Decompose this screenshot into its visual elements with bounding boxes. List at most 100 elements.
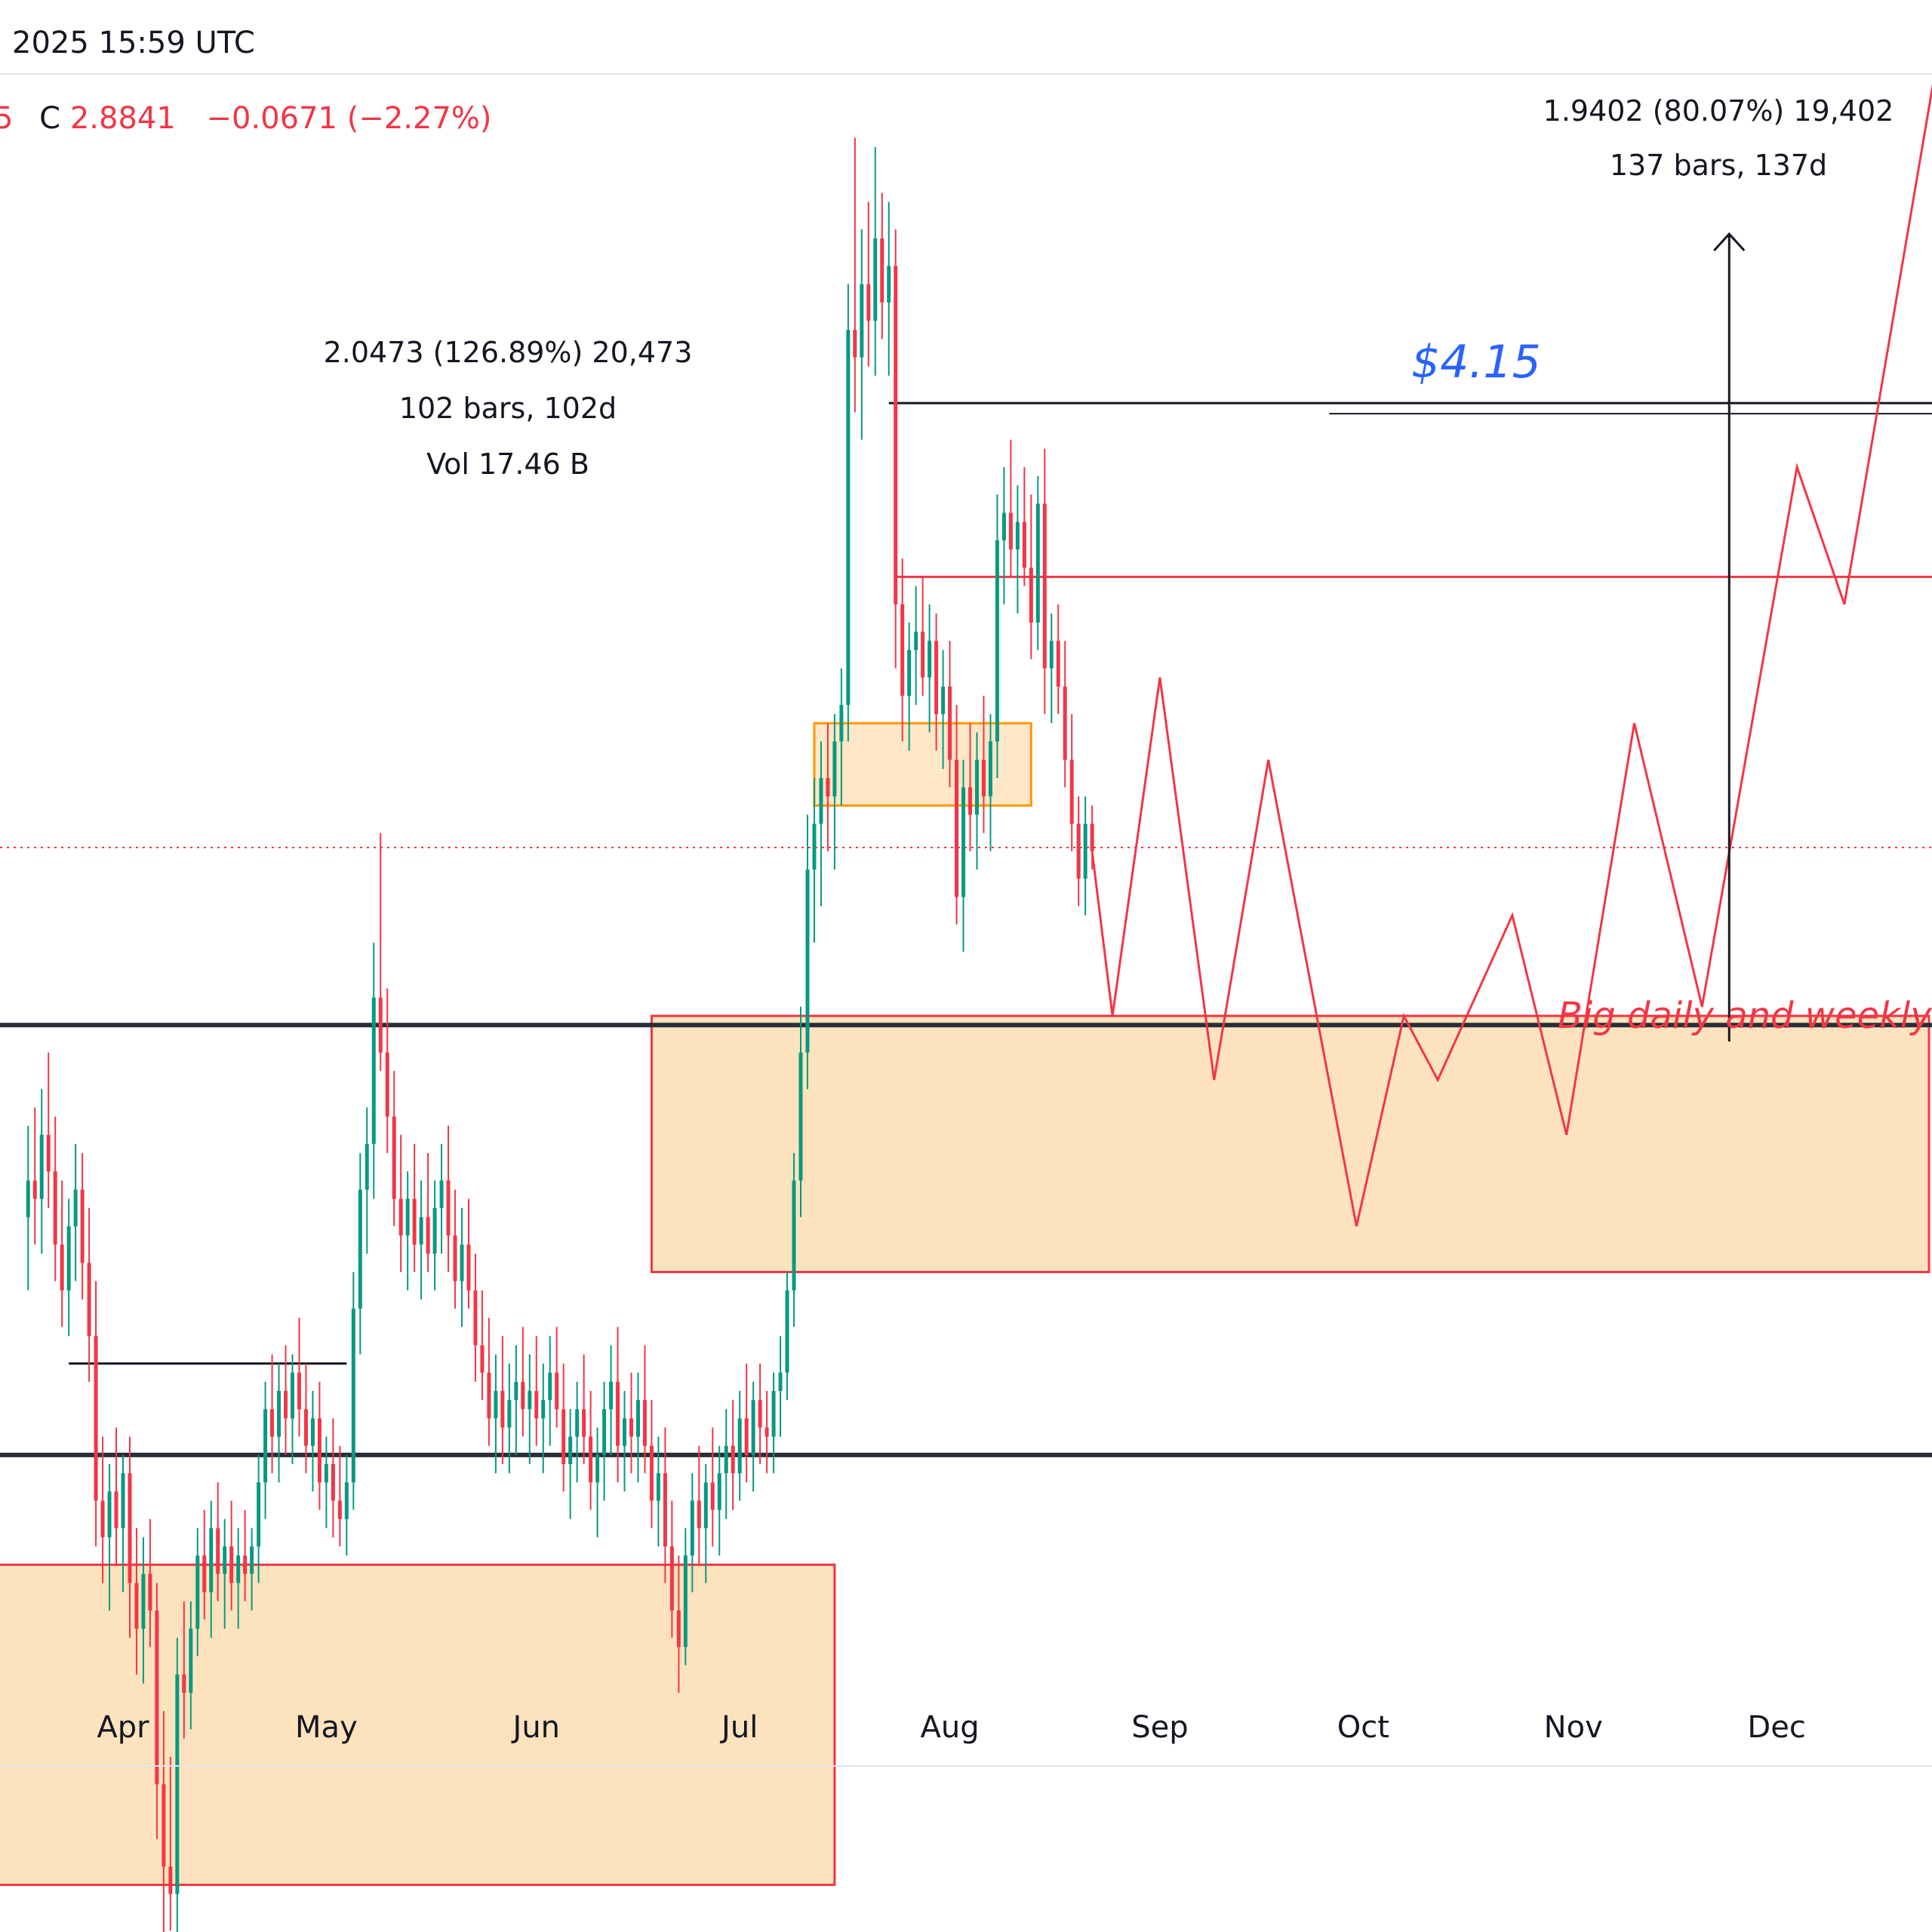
candle-body-90: [635, 1400, 640, 1437]
candle-body-14: [121, 1473, 125, 1528]
x-tick-jul: Jul: [719, 1710, 758, 1745]
candle-body-128: [894, 266, 898, 605]
candle-body-140: [974, 759, 979, 815]
candle-body-59: [426, 1217, 430, 1254]
candle-body-155: [1076, 823, 1081, 879]
candle-body-56: [405, 1198, 410, 1236]
candle-body-75: [534, 1391, 539, 1419]
candle-body-5: [60, 1244, 64, 1291]
candle-body-38: [284, 1391, 288, 1419]
candle-body-78: [555, 1372, 559, 1410]
candle-body-130: [907, 650, 912, 696]
candle-body-28: [216, 1527, 220, 1574]
candle-body-81: [575, 1409, 580, 1437]
candle-body-113: [792, 1180, 796, 1291]
candle-body-149: [1035, 503, 1040, 623]
candle-body-96: [676, 1610, 681, 1647]
zone-2: [813, 721, 1032, 807]
candle-body-6: [66, 1226, 71, 1291]
zone-1: [650, 1014, 1930, 1273]
candle-body-69: [494, 1391, 498, 1419]
candle-body-48: [351, 1308, 355, 1483]
candle-body-66: [473, 1290, 478, 1346]
zones-layer: [0, 721, 1930, 1887]
x-tick-nov: Nov: [1544, 1710, 1603, 1745]
candle-body-10: [94, 1336, 98, 1501]
candle-body-95: [669, 1546, 674, 1611]
candle-body-80: [568, 1436, 573, 1465]
candle-body-40: [297, 1372, 301, 1410]
candle-body-121: [846, 330, 851, 706]
close-label: C: [39, 101, 60, 136]
candle-body-125: [873, 238, 878, 321]
candle-body-37: [277, 1391, 281, 1437]
drawings-layer: [1091, 83, 1932, 1227]
candle-body-150: [1042, 503, 1047, 669]
candle-body-147: [1022, 521, 1026, 568]
candle-body-100: [703, 1482, 708, 1528]
candle-body-16: [134, 1583, 139, 1629]
candle-body-34: [257, 1482, 261, 1547]
projection-path: [1091, 83, 1932, 1227]
x-tick-dec: Dec: [1747, 1710, 1805, 1745]
candle-body-21: [168, 1866, 173, 1894]
candle-body-145: [1008, 512, 1013, 550]
candles-layer: [26, 137, 1094, 1932]
candle-body-84: [595, 1454, 600, 1483]
candle-body-31: [236, 1555, 241, 1583]
candle-body-91: [642, 1400, 647, 1446]
measure-left-line1: 2.0473 (126.89%) 20,473: [324, 336, 693, 369]
candle-body-32: [243, 1555, 248, 1574]
candle-body-47: [344, 1482, 349, 1519]
candle-body-101: [710, 1482, 715, 1510]
candle-body-111: [778, 1372, 783, 1392]
candle-body-156: [1083, 823, 1088, 879]
candle-body-139: [968, 787, 972, 815]
candle-body-102: [717, 1473, 721, 1510]
candle-body-142: [988, 741, 992, 797]
candle-body-68: [487, 1372, 491, 1419]
candle-body-141: [981, 759, 986, 797]
candle-body-122: [853, 330, 857, 358]
candle-body-98: [690, 1500, 694, 1556]
candle-body-120: [839, 705, 844, 742]
candle-body-144: [1001, 512, 1006, 540]
candle-body-87: [616, 1381, 620, 1446]
close-value: 2.8841: [70, 101, 176, 136]
candle-body-115: [805, 869, 810, 1053]
candle-body-4: [53, 1171, 57, 1245]
candle-body-79: [561, 1409, 566, 1465]
candle-body-134: [934, 641, 939, 715]
candle-body-50: [365, 1143, 369, 1190]
candle-body-132: [921, 632, 925, 678]
candle-body-154: [1069, 759, 1074, 824]
candle-body-15: [128, 1473, 132, 1583]
candle-body-153: [1063, 686, 1067, 760]
candle-body-99: [697, 1500, 701, 1528]
measure-left-line2: 102 bars, 102d: [399, 392, 617, 425]
zone-note-label: Big daily and weekly: [1558, 995, 1932, 1037]
change-value: −0.0671 (−2.27%): [207, 101, 492, 136]
candle-body-133: [928, 641, 932, 678]
candle-body-109: [764, 1427, 769, 1437]
candle-body-22: [175, 1674, 180, 1894]
candle-body-0: [26, 1180, 30, 1217]
candle-body-117: [819, 778, 823, 824]
candle-body-93: [656, 1473, 660, 1501]
candle-body-63: [453, 1235, 457, 1281]
candle-body-103: [724, 1445, 728, 1474]
candle-body-152: [1056, 641, 1060, 687]
candle-body-24: [189, 1629, 193, 1694]
candle-body-1: [32, 1180, 37, 1199]
candle-body-151: [1049, 641, 1054, 669]
candle-body-53: [385, 1052, 389, 1117]
candle-body-11: [100, 1500, 105, 1537]
candle-body-13: [114, 1491, 118, 1528]
x-axis: Apr May Jun Jul Aug Sep Oct Nov Dec: [97, 1710, 1805, 1745]
candle-body-114: [798, 1052, 803, 1181]
candle-body-35: [263, 1409, 268, 1483]
candle-body-12: [107, 1491, 112, 1537]
measure-right-line2: 137 bars, 137d: [1610, 149, 1827, 182]
candle-body-61: [439, 1180, 444, 1208]
